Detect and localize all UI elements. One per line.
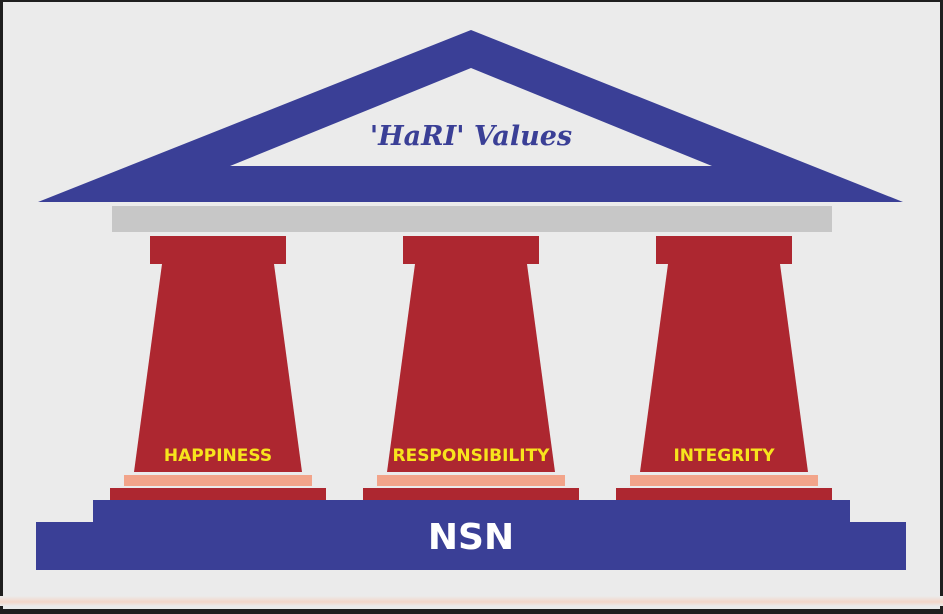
bottom-edge: [0, 596, 943, 606]
entablature-beam: [112, 206, 832, 232]
pillar-capital: [403, 236, 539, 264]
pillar-capital: [150, 236, 286, 264]
pillar-responsibility: RESPONSIBILITY: [363, 236, 579, 500]
pillar-shaft: [134, 264, 302, 472]
pillar-label: RESPONSIBILITY: [392, 446, 550, 466]
pillar-shaft: [640, 264, 808, 472]
base-lower-tier: [36, 522, 906, 570]
pillar-label: HAPPINESS: [164, 446, 272, 466]
pillar-step-upper: [377, 475, 565, 486]
foundation-base: NSN: [36, 500, 906, 570]
pillar-capital: [656, 236, 792, 264]
roof-inner-gable: [230, 68, 712, 166]
pillar-step-lower: [616, 488, 832, 500]
pillar-step-upper: [124, 475, 312, 486]
pillar-happiness: HAPPINESS: [110, 236, 326, 500]
pillar-step-lower: [110, 488, 326, 500]
base-label: NSN: [428, 517, 514, 558]
pillar-step-lower: [363, 488, 579, 500]
roof-title: 'HaRI' Values: [370, 121, 572, 152]
pillar-step-upper: [630, 475, 818, 486]
pillar-integrity: INTEGRITY: [616, 236, 832, 500]
pillar-label: INTEGRITY: [673, 446, 775, 466]
pillar-shaft: [387, 264, 555, 472]
base-upper-tier: [93, 500, 850, 526]
